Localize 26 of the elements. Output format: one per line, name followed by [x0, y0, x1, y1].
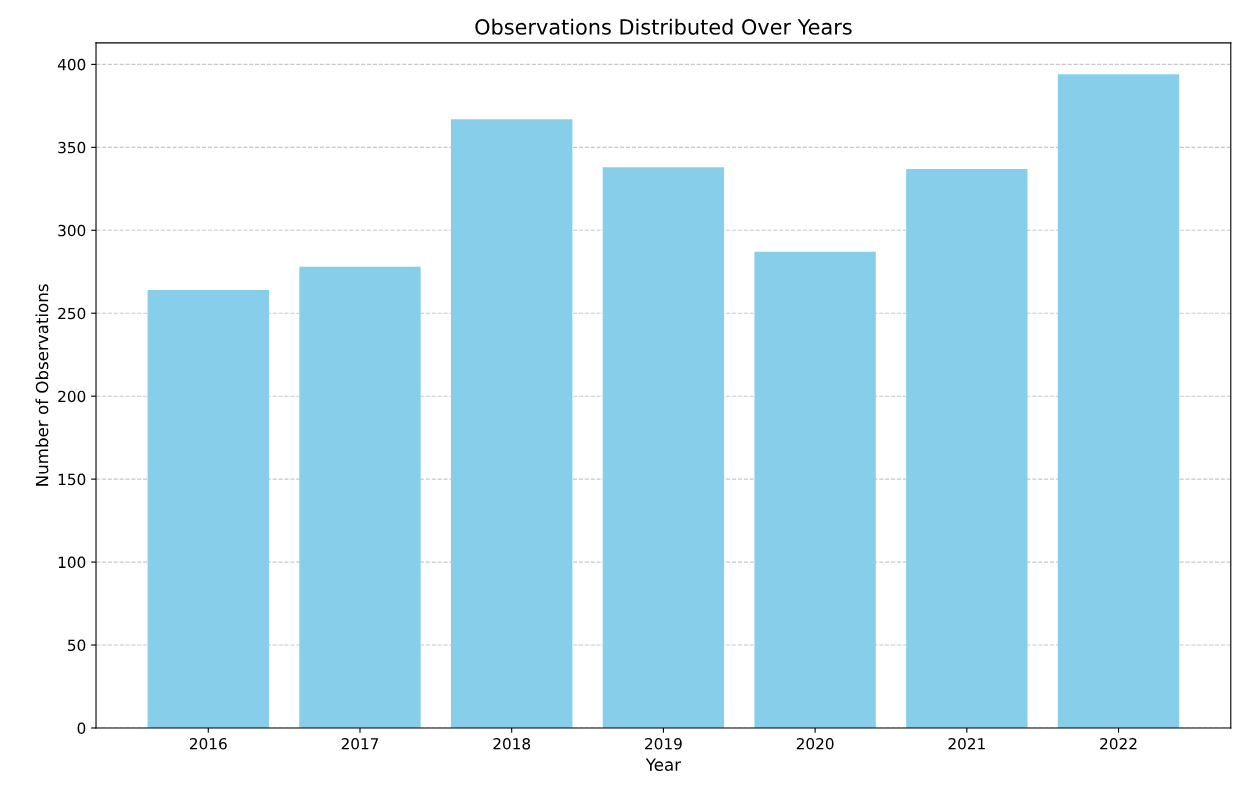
bar [754, 251, 876, 728]
x-tick-label: 2018 [493, 737, 531, 750]
x-tick-label: 2016 [189, 737, 227, 750]
y-tick-label: 200 [58, 390, 86, 403]
y-tick-label: 150 [58, 473, 86, 486]
bar [299, 266, 421, 728]
y-tick-label: 250 [58, 307, 86, 320]
x-axis-title: Year [645, 758, 682, 771]
bar [906, 168, 1028, 728]
x-tick-label: 2019 [645, 737, 682, 750]
x-tick-label: 2020 [796, 737, 834, 750]
y-tick-label: 300 [58, 224, 86, 237]
y-tick-label: 350 [58, 141, 86, 154]
bar [602, 167, 725, 728]
x-tick-label: 2021 [948, 737, 985, 750]
chart-title: Observations Distributed Over Years [475, 18, 852, 35]
y-axis-title: Number of Observations [35, 284, 49, 486]
y-tick-label: 100 [58, 556, 86, 569]
bar [147, 290, 269, 728]
y-tick-label: 400 [57, 58, 86, 71]
bar [1057, 74, 1180, 728]
bar [451, 119, 573, 728]
y-tick-label: 0 [77, 722, 86, 734]
y-tick-label: 50 [68, 639, 86, 652]
x-tick-label: 2022 [1100, 737, 1137, 750]
x-tick-label: 2017 [341, 737, 379, 750]
